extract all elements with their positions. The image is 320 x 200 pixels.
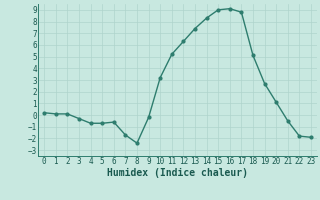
X-axis label: Humidex (Indice chaleur): Humidex (Indice chaleur) (107, 168, 248, 178)
